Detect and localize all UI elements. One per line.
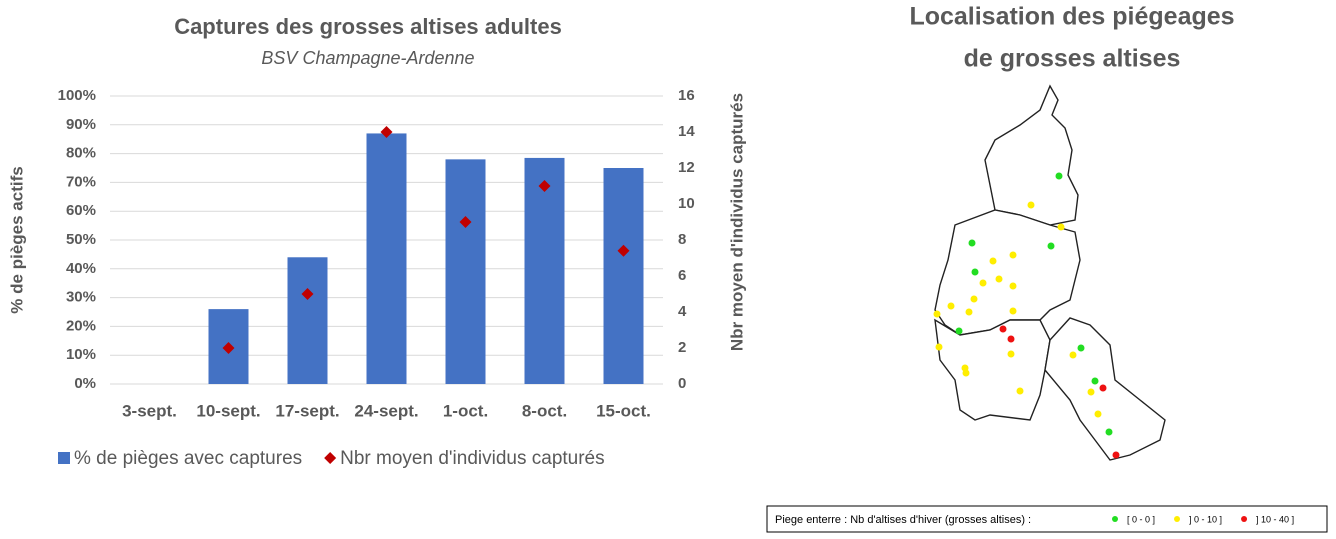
map-legend-class: ] 0 - 10 ] xyxy=(1189,514,1222,524)
y2-tick-label: 6 xyxy=(678,267,686,284)
trap-dot xyxy=(965,308,973,316)
y-tick-label: 80% xyxy=(66,145,96,162)
marker xyxy=(459,216,472,228)
y-tick-label: 90% xyxy=(66,116,96,133)
trap-dot xyxy=(1105,428,1113,436)
map-legend-dot xyxy=(1174,516,1181,522)
y-tick-label: 70% xyxy=(66,173,96,190)
trap-dot xyxy=(1099,384,1107,392)
y-tick-label: 50% xyxy=(66,231,96,248)
trap-dot xyxy=(1009,307,1017,315)
trap-dot xyxy=(933,310,941,318)
map xyxy=(934,84,1166,461)
bar xyxy=(287,257,328,384)
trap-dot xyxy=(962,369,970,377)
y-tick-label: 0% xyxy=(74,375,96,392)
trap-dot xyxy=(947,302,955,310)
trap-dot xyxy=(970,295,978,303)
y-tick-label: 60% xyxy=(66,202,96,219)
y2-tick-label: 16 xyxy=(678,87,695,104)
trap-dot xyxy=(1007,350,1015,358)
x-tick-label: 15-oct. xyxy=(596,401,651,420)
trap-dot xyxy=(1057,223,1065,231)
x-tick-label: 8-oct. xyxy=(522,401,567,420)
y2-tick-label: 10 xyxy=(678,195,695,212)
marker xyxy=(301,288,314,300)
y2-tick-label: 8 xyxy=(678,231,686,248)
region xyxy=(934,318,1051,421)
y2-tick-label: 0 xyxy=(678,375,686,392)
trap-dot xyxy=(1069,351,1077,359)
legend-swatch xyxy=(324,452,337,464)
y-tick-label: 10% xyxy=(66,346,96,363)
marker xyxy=(538,180,551,192)
trap-dot xyxy=(1087,388,1095,396)
trap-dot xyxy=(1009,282,1017,290)
map-legend-dot xyxy=(1241,516,1248,522)
trap-dot xyxy=(1016,387,1024,395)
y2-axis-label: Nbr moyen d'individus capturés xyxy=(727,93,746,351)
map-legend-class: [ 0 - 0 ] xyxy=(1127,514,1155,524)
bar xyxy=(366,133,407,384)
trap-dot xyxy=(999,325,1007,333)
map-legend-dot xyxy=(1112,516,1118,522)
trap-dot xyxy=(935,343,943,351)
trap-dot xyxy=(971,268,979,276)
trap-dot xyxy=(1094,410,1102,418)
bar xyxy=(524,157,565,384)
trap-dot xyxy=(1112,451,1120,459)
y-tick-label: 20% xyxy=(66,317,96,334)
marker xyxy=(617,244,630,257)
y2-tick-label: 12 xyxy=(678,159,695,176)
x-tick-label: 3-sept. xyxy=(122,401,177,420)
y-tick-label: 40% xyxy=(66,260,96,277)
trap-dot xyxy=(968,239,976,247)
x-tick-label: 1-oct. xyxy=(443,401,488,420)
x-tick-label: 24-sept. xyxy=(354,401,418,420)
trap-dot xyxy=(989,257,997,265)
trap-dot xyxy=(1091,377,1099,385)
map-title: de grosses altises xyxy=(964,45,1181,73)
trap-dot xyxy=(1055,172,1063,180)
x-tick-label: 10-sept. xyxy=(196,401,260,420)
y-tick-label: 30% xyxy=(66,289,96,306)
marker xyxy=(222,342,235,354)
x-tick-label: 17-sept. xyxy=(275,401,339,420)
legend-swatch xyxy=(58,452,70,464)
legend-label: % de pièges avec captures xyxy=(74,448,302,469)
chart-subtitle: BSV Champagne-Ardenne xyxy=(261,48,474,68)
map-legend-box xyxy=(766,505,1328,533)
trap-dot xyxy=(979,279,987,287)
y2-tick-label: 2 xyxy=(678,339,686,356)
legend-label: Nbr moyen d'individus capturés xyxy=(340,448,604,469)
trap-dot xyxy=(995,275,1003,283)
marker xyxy=(380,126,393,138)
trap-dot xyxy=(1047,242,1055,250)
trap-dot xyxy=(955,327,963,335)
trap-dot xyxy=(1027,201,1035,209)
trap-dot xyxy=(1077,344,1085,352)
trap-dot xyxy=(1009,251,1017,259)
y2-tick-label: 14 xyxy=(678,123,695,140)
y2-tick-label: 4 xyxy=(678,303,687,320)
map-title: Localisation des piégeages xyxy=(909,3,1234,31)
bar xyxy=(603,168,644,384)
chart-title: Captures des grosses altises adultes xyxy=(174,14,562,39)
map-legend-label: Piege enterre : Nb d'altises d'hiver (gr… xyxy=(775,514,1031,526)
y-tick-label: 100% xyxy=(58,87,96,104)
bar xyxy=(445,159,486,384)
trap-dot xyxy=(1007,335,1015,343)
y-axis-label: % de pièges actifs xyxy=(7,166,26,313)
map-legend-class: ] 10 - 40 ] xyxy=(1256,514,1294,524)
